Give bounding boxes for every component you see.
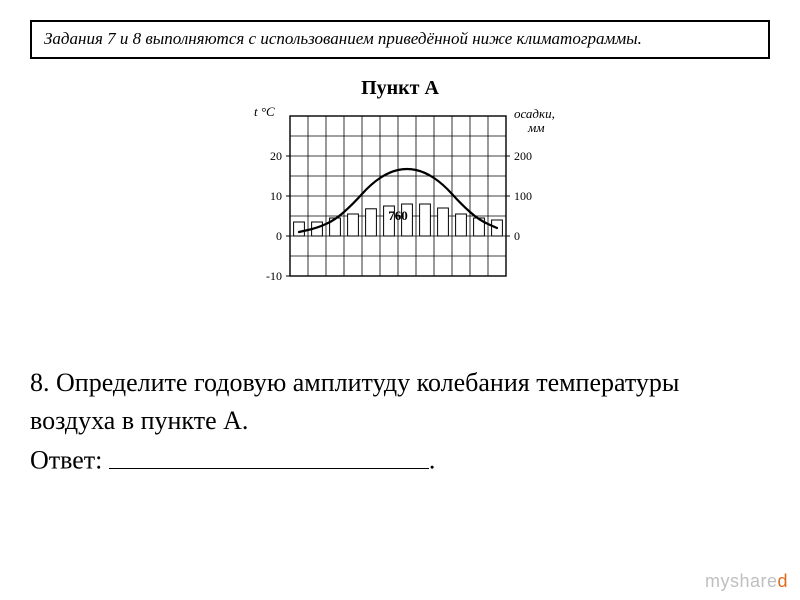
svg-text:20: 20 [270,149,282,163]
svg-text:-10: -10 [266,269,282,283]
svg-text:осадки,: осадки, [514,106,555,121]
svg-text:0: 0 [276,229,282,243]
instruction-text: Задания 7 и 8 выполняются с использовани… [44,29,642,48]
climatogram-svg: t °Cосадки,мм-10010200100200ЯФМАМИИАСОНД… [220,104,580,314]
svg-text:t °C: t °C [254,104,275,119]
question-number: 8. [30,368,50,397]
svg-text:200: 200 [514,149,532,163]
svg-text:мм: мм [527,120,545,135]
instruction-box: Задания 7 и 8 выполняются с использовани… [30,20,770,59]
watermark-accent: d [777,571,788,591]
climatogram: Пункт А t °Cосадки,мм-10010200100200ЯФМА… [30,77,770,314]
answer-blank [109,439,429,469]
watermark: myshared [705,571,788,592]
svg-text:10: 10 [270,189,282,203]
chart-title: Пункт А [30,77,770,100]
svg-text:100: 100 [514,189,532,203]
svg-text:760: 760 [388,208,408,223]
answer-label: Ответ: [30,446,102,475]
question-block: 8. Определите годовую амплитуду колебани… [30,364,770,480]
question-text: Определите годовую амплитуду колебания т… [30,368,679,435]
watermark-plain: myshare [705,571,778,591]
svg-text:0: 0 [514,229,520,243]
answer-period: . [429,446,436,475]
